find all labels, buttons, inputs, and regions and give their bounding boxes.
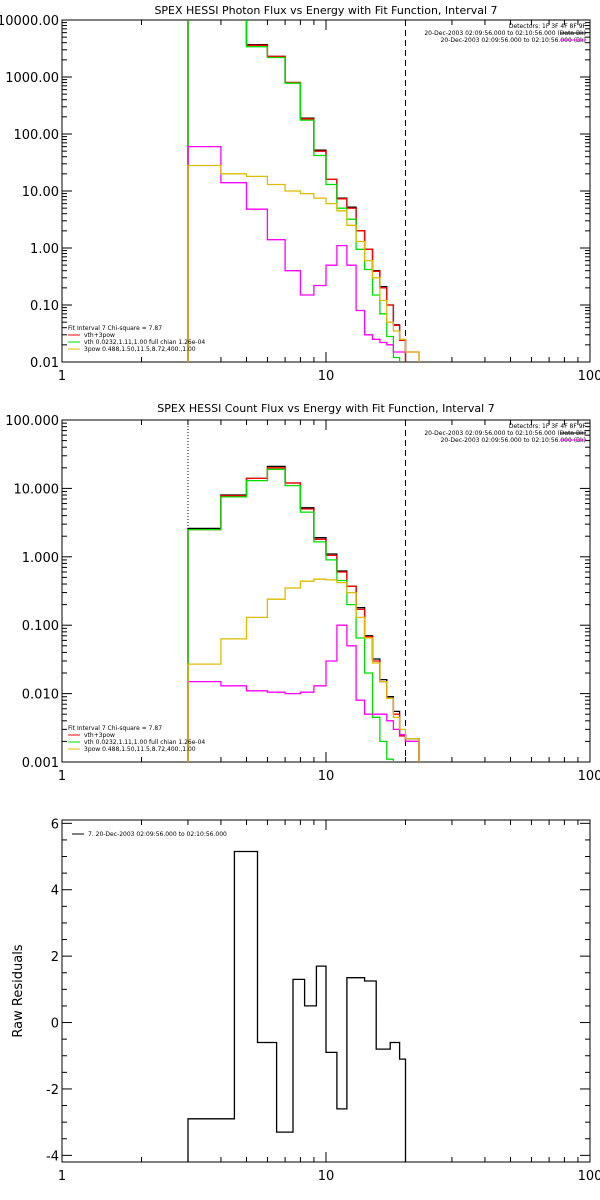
y-tick-label: 10.000 bbox=[14, 482, 60, 497]
series-1-histogram bbox=[187, 850, 407, 1162]
x-tick-label: 100 bbox=[578, 769, 600, 784]
y-tick-label: 100.00 bbox=[14, 128, 60, 143]
y-tick-label: 0.10 bbox=[30, 299, 59, 314]
x-tick-label: 10 bbox=[318, 1169, 335, 1184]
series-4-histogram bbox=[187, 145, 420, 362]
panel-2: SPEX HESSI Count Flux vs Energy with Fit… bbox=[5, 402, 600, 784]
y-tick-label: 0.01 bbox=[30, 356, 59, 371]
plot-area bbox=[187, 20, 420, 362]
fit-legend-line: 3pow 0.488,1.50,11.5,8.72,400.,1.00 bbox=[84, 346, 196, 353]
series-4-histogram bbox=[187, 624, 420, 762]
fit-legend-line: vth+3pow bbox=[84, 732, 115, 739]
y-tick-label: 6 bbox=[51, 817, 59, 832]
plot-area bbox=[187, 420, 420, 762]
x-tick-label: 10 bbox=[318, 369, 335, 384]
x-axis: 1 10 100 bbox=[58, 820, 600, 1184]
series-2-histogram bbox=[187, 20, 420, 362]
fit-legend: Fit Interval 7 Chi-square = 7.87vth+3pow… bbox=[68, 325, 205, 353]
x-tick-label: 100 bbox=[578, 1169, 600, 1184]
header-line: 20-Dec-2003 02:09:56.000 to 02:10:56.000… bbox=[424, 30, 586, 37]
y-tick-label: 0 bbox=[51, 1017, 59, 1032]
x-tick-label: 100 bbox=[578, 369, 600, 384]
plot-frame bbox=[61, 419, 591, 763]
series-5-histogram bbox=[187, 164, 420, 362]
y-tick-label: 10000.00 bbox=[0, 14, 59, 29]
series-3-histogram bbox=[187, 468, 420, 762]
fit-legend: Fit Interval 7 Chi-square = 7.87vth+3pow… bbox=[68, 725, 205, 753]
fit-legend-line: vth 0.0232,1.11,1.00 full chian 1.26e-04 bbox=[84, 339, 205, 346]
y-tick-label: 2 bbox=[51, 950, 59, 965]
fit-legend-line: vth+3pow bbox=[84, 332, 115, 339]
y-tick-label: 1000.00 bbox=[5, 71, 59, 86]
fit-legend-line: Fit Interval 7 Chi-square = 7.87 bbox=[68, 725, 162, 732]
series-1-histogram bbox=[187, 465, 420, 762]
y-tick-label: -2 bbox=[46, 1083, 59, 1098]
y-axis: 0.01 0.10 1.00 10.00 100.00 1000.00 10000.00 bbox=[0, 14, 590, 371]
x-axis: 1 10 100 bbox=[58, 420, 600, 784]
x-tick-label: 1 bbox=[58, 1169, 66, 1184]
y-tick-label: 0.100 bbox=[22, 619, 59, 634]
x-axis: 1 10 100 bbox=[58, 20, 600, 384]
y-axis-label: Raw Residuals bbox=[11, 944, 26, 1037]
y-tick-label: 0.010 bbox=[22, 688, 59, 703]
y-tick-label: 10.00 bbox=[22, 185, 59, 200]
header-line: Detectors: 1F 3F 4F 8F 9F bbox=[509, 423, 587, 430]
panel-1: SPEX HESSI Photon Flux vs Energy with Fi… bbox=[0, 4, 600, 384]
y-tick-label: 4 bbox=[51, 884, 59, 899]
fit-legend-line: Fit Interval 7 Chi-square = 7.87 bbox=[68, 325, 162, 332]
y-tick-label: 100.000 bbox=[5, 414, 59, 429]
chart-title: SPEX HESSI Count Flux vs Energy with Fit… bbox=[157, 402, 494, 415]
y-tick-label: 1.00 bbox=[30, 242, 59, 257]
y-tick-label: 1.000 bbox=[22, 551, 59, 566]
fit-legend-line: 3pow 0.488,1.50,11.5,8.72,400.,1.00 bbox=[84, 746, 196, 753]
residual-legend-label: 7. 20-Dec-2003 02:09:56.000 to 02:10:56.… bbox=[88, 831, 227, 838]
x-tick-label: 10 bbox=[318, 769, 335, 784]
y-tick-label: -4 bbox=[46, 1149, 59, 1164]
panel-3: 1 10 100 -4 -2 0 2 4 6 Raw Residuals 7. 20-Dec-200… bbox=[11, 817, 600, 1184]
residual-legend: 7. 20-Dec-2003 02:09:56.000 to 02:10:56.… bbox=[72, 831, 227, 838]
chart-title: SPEX HESSI Photon Flux vs Energy with Fi… bbox=[154, 4, 497, 17]
header-line: 20-Dec-2003 02:09:56.000 to 02:10:56.000… bbox=[441, 437, 586, 444]
plot-area bbox=[187, 850, 407, 1162]
y-axis: -4 -2 0 2 4 6 bbox=[46, 817, 590, 1164]
header-line: Detectors: 1F 3F 4F 8F 9F bbox=[509, 23, 587, 30]
header-line: 20-Dec-2003 02:09:56.000 to 02:10:56.000… bbox=[424, 430, 586, 437]
y-tick-label: 0.001 bbox=[22, 756, 59, 771]
series-3-histogram bbox=[187, 20, 420, 362]
x-tick-label: 1 bbox=[58, 769, 66, 784]
series-1-histogram bbox=[187, 20, 420, 362]
plot-frame bbox=[61, 19, 591, 363]
header-line: 20-Dec-2003 02:09:56.000 to 02:10:56.000… bbox=[441, 37, 586, 44]
y-axis: 0.001 0.010 0.100 1.000 10.000 100.000 bbox=[5, 414, 590, 771]
series-5-histogram bbox=[187, 578, 420, 762]
x-tick-label: 1 bbox=[58, 369, 66, 384]
fit-legend-line: vth 0.0232,1.11,1.00 full chian 1.26e-04 bbox=[84, 739, 205, 746]
